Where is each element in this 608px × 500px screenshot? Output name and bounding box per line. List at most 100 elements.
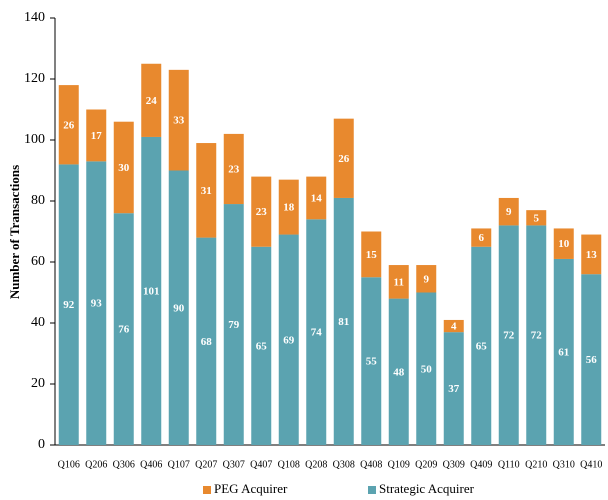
data-label: 14	[311, 192, 323, 204]
y-tick-label: 60	[31, 254, 45, 269]
data-label: 65	[476, 340, 488, 352]
x-tick-label: Q106	[58, 459, 80, 470]
bar-segment	[443, 319, 464, 333]
x-tick-label: Q109	[388, 459, 410, 470]
bar-segment	[141, 136, 162, 445]
x-tick-label: Q406	[140, 459, 162, 470]
data-label: 9	[424, 273, 430, 285]
data-label: 61	[558, 347, 569, 359]
x-tick-label: Q306	[113, 459, 135, 470]
bar-segment	[278, 234, 299, 445]
bar-segment	[196, 143, 217, 238]
data-label: 55	[366, 356, 378, 368]
x-tick-label: Q309	[443, 459, 465, 470]
x-tick-label: Q110	[498, 459, 520, 470]
bar-segment	[168, 170, 189, 445]
data-label: 26	[338, 153, 350, 165]
bar-segment	[443, 332, 464, 445]
data-label: 37	[448, 383, 460, 395]
y-tick-label: 20	[31, 376, 45, 391]
data-label: 30	[118, 162, 130, 174]
y-axis-label: Number of Transactions	[7, 165, 22, 299]
bar-segment	[278, 179, 299, 235]
bar-segment	[141, 63, 162, 137]
bar-segment	[388, 298, 409, 445]
y-tick-label: 140	[24, 10, 45, 25]
bar-segment	[333, 197, 354, 445]
data-label: 15	[366, 249, 378, 261]
bar-segment	[86, 161, 107, 445]
bar-segment	[223, 133, 244, 205]
bar-segment	[361, 231, 382, 278]
x-tick-label: Q307	[223, 459, 245, 470]
data-label: 68	[201, 336, 213, 348]
y-tick-label: 80	[31, 193, 45, 208]
bar-segment	[553, 228, 574, 259]
data-label: 31	[201, 185, 212, 197]
bar-segment	[251, 246, 272, 445]
bar-segment	[581, 234, 602, 275]
bar-segment	[306, 176, 327, 220]
x-tick-label: Q409	[470, 459, 492, 470]
data-label: 101	[143, 286, 160, 298]
data-label: 48	[393, 366, 405, 378]
bar-segment	[471, 246, 492, 445]
data-label: 18	[283, 202, 295, 214]
bar-segment	[168, 69, 189, 171]
x-tick-label: Q209	[415, 459, 437, 470]
data-label: 50	[421, 363, 433, 375]
data-label: 92	[63, 299, 75, 311]
data-label: 72	[531, 330, 543, 342]
bar-segment	[251, 176, 272, 247]
data-label: 6	[479, 232, 485, 244]
data-label: 17	[91, 130, 103, 142]
x-tick-label: Q206	[85, 459, 107, 470]
x-tick-label: Q108	[278, 459, 300, 470]
legend-swatch	[203, 486, 211, 494]
data-label: 11	[394, 276, 404, 288]
x-tick-label: Q410	[580, 459, 602, 470]
y-tick-label: 40	[31, 315, 45, 330]
bar-segment	[58, 164, 79, 445]
data-label: 65	[256, 340, 268, 352]
data-label: 33	[173, 115, 185, 127]
legend-label: Strategic Acquirer	[379, 481, 475, 496]
data-label: 26	[63, 119, 75, 131]
x-tick-label: Q208	[305, 459, 327, 470]
x-tick-label: Q408	[360, 459, 382, 470]
bar-segment	[333, 118, 354, 198]
data-label: 23	[256, 206, 268, 218]
bar-segment	[498, 225, 519, 445]
bar-segment	[526, 210, 547, 226]
data-label: 81	[338, 316, 349, 328]
data-label: 56	[586, 354, 598, 366]
data-label: 10	[558, 238, 570, 250]
legend-swatch	[368, 486, 376, 494]
data-label: 93	[91, 298, 103, 310]
bar-segment	[58, 85, 79, 165]
data-label: 90	[173, 302, 185, 314]
x-tick-label: Q310	[553, 459, 575, 470]
data-label: 13	[586, 249, 598, 261]
bar-segment	[223, 204, 244, 445]
bar-segment	[416, 265, 437, 293]
x-tick-label: Q308	[333, 459, 355, 470]
bar-segment	[196, 237, 217, 445]
bar-segment	[526, 225, 547, 445]
bar-segment	[581, 274, 602, 445]
bar-segment	[388, 265, 409, 299]
x-tick-label: Q210	[525, 459, 547, 470]
data-label: 72	[503, 330, 515, 342]
bar-segment	[306, 219, 327, 445]
data-label: 23	[228, 164, 240, 176]
bar-segment	[416, 292, 437, 445]
bar-segment	[553, 258, 574, 445]
y-tick-label: 120	[24, 71, 45, 86]
bar-segment	[113, 213, 134, 445]
data-label: 4	[451, 321, 457, 333]
data-label: 76	[118, 324, 130, 336]
data-label: 79	[228, 319, 240, 331]
data-label: 5	[534, 212, 540, 224]
bar-segment	[361, 277, 382, 445]
